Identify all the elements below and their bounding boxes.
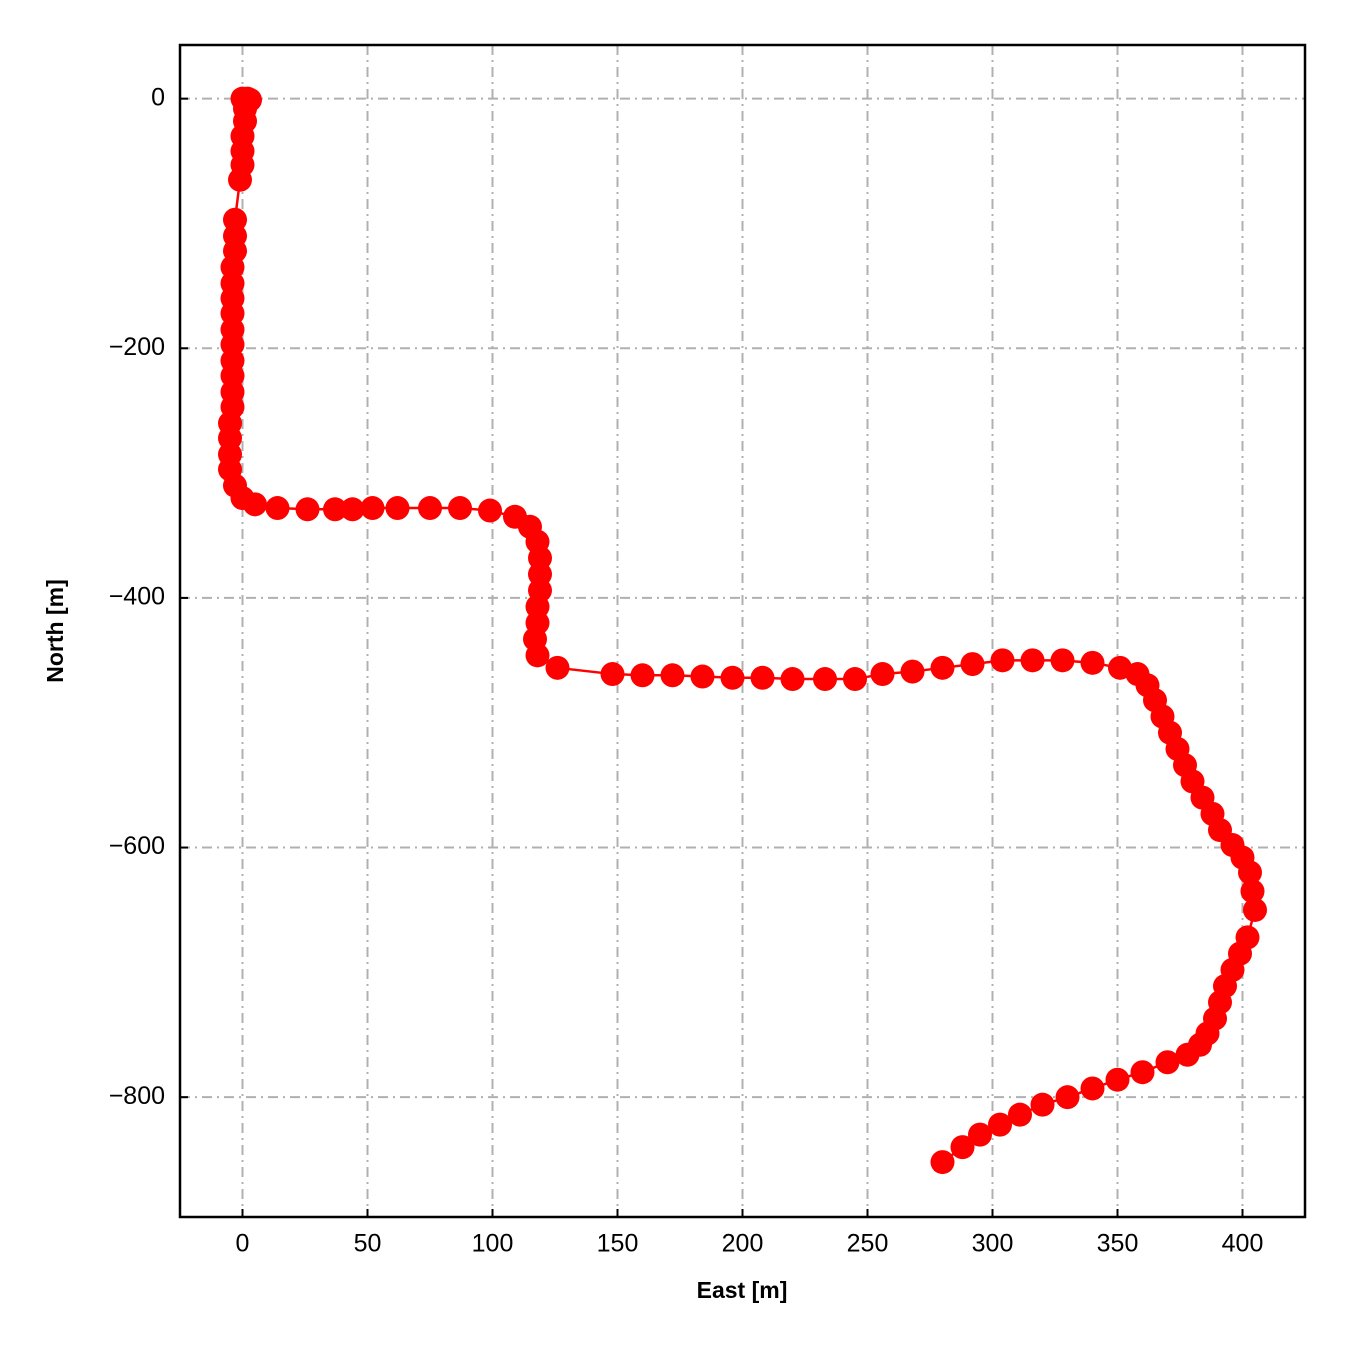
x-tick-label: 250 bbox=[847, 1230, 889, 1258]
trajectory-point bbox=[968, 1122, 992, 1147]
trajectory-point bbox=[525, 643, 550, 668]
trajectory-point bbox=[950, 1135, 975, 1160]
trajectory-point bbox=[478, 498, 502, 523]
x-tick-label: 350 bbox=[1097, 1230, 1139, 1258]
trajectory-point bbox=[295, 497, 320, 522]
trajectory-point bbox=[870, 662, 895, 687]
trajectory-point bbox=[960, 652, 985, 677]
trajectory-point bbox=[1030, 1092, 1055, 1117]
trajectory-point bbox=[1240, 879, 1265, 904]
trajectory-point bbox=[1050, 648, 1075, 673]
x-tick-label: 150 bbox=[597, 1230, 639, 1258]
x-tick-label: 0 bbox=[236, 1230, 250, 1258]
y-axis-title: North [m] bbox=[42, 579, 68, 682]
trajectory-point bbox=[690, 664, 715, 689]
trajectory-point bbox=[900, 659, 925, 684]
trajectory-point bbox=[813, 667, 837, 692]
trajectory-point bbox=[448, 496, 472, 521]
trajectory-point bbox=[660, 663, 685, 688]
trajectory-point bbox=[1243, 897, 1267, 922]
trajectory-point bbox=[265, 496, 290, 521]
y-tick-label: 0 bbox=[151, 83, 165, 111]
trajectory-point bbox=[1155, 1050, 1180, 1075]
trajectory-point bbox=[750, 665, 775, 690]
x-tick-label: 50 bbox=[354, 1230, 382, 1258]
trajectory-point bbox=[418, 496, 442, 521]
trajectory-point bbox=[340, 497, 365, 522]
trajectory-point bbox=[545, 655, 570, 680]
trajectory-point bbox=[1020, 648, 1045, 673]
trajectory-point bbox=[1080, 1076, 1105, 1101]
trajectory-point bbox=[1238, 860, 1262, 885]
plot-frame bbox=[178, 43, 1307, 1219]
y-tick-label: −800 bbox=[109, 1082, 165, 1110]
trajectory-point bbox=[1105, 1067, 1130, 1092]
trajectory-point bbox=[930, 1150, 955, 1175]
trajectory-point bbox=[243, 492, 267, 517]
trajectory-point bbox=[1175, 1042, 1200, 1067]
trajectory-point bbox=[780, 667, 805, 692]
y-tick-label: −400 bbox=[109, 583, 165, 611]
trajectory-point bbox=[228, 167, 252, 192]
trajectory-point bbox=[630, 663, 655, 688]
trajectory-point bbox=[600, 662, 625, 687]
trajectory-point bbox=[360, 496, 385, 521]
trajectory-point bbox=[1055, 1085, 1080, 1110]
y-tick-label: −200 bbox=[109, 333, 165, 361]
trajectory-point bbox=[720, 665, 745, 690]
trajectory-point bbox=[930, 655, 955, 680]
trajectory-point bbox=[1130, 1060, 1155, 1085]
x-tick-label: 400 bbox=[1222, 1230, 1264, 1258]
x-tick-label: 100 bbox=[472, 1230, 514, 1258]
trajectory-point bbox=[843, 667, 867, 692]
trajectory-point bbox=[385, 496, 410, 521]
trajectory-point bbox=[990, 648, 1015, 673]
trajectory-point bbox=[1008, 1102, 1032, 1127]
x-tick-label: 200 bbox=[722, 1230, 764, 1258]
trajectory-point bbox=[988, 1112, 1012, 1137]
trajectory-point bbox=[1080, 650, 1105, 675]
trajectory-point bbox=[323, 497, 347, 522]
x-axis-title: East [m] bbox=[697, 1277, 788, 1303]
y-tick-label: −600 bbox=[109, 832, 165, 860]
x-tick-label: 300 bbox=[972, 1230, 1014, 1258]
